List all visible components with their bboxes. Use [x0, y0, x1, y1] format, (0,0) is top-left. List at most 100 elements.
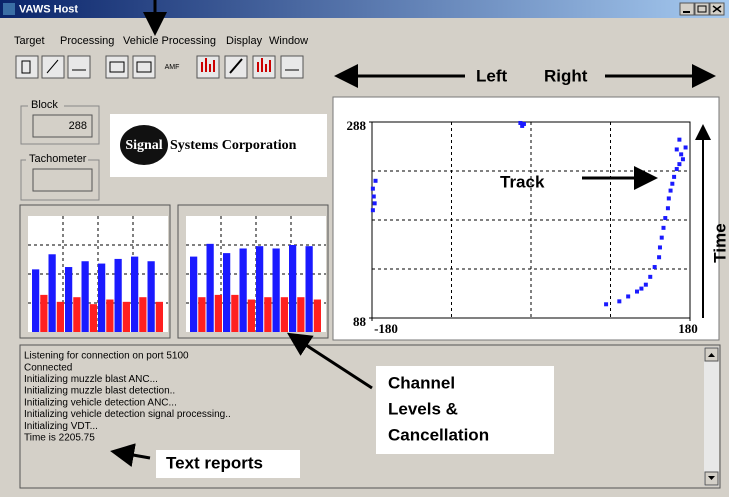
track-point: [639, 286, 644, 291]
annotation-channels: Channel: [388, 373, 455, 392]
track-point: [661, 225, 666, 230]
toolbar: AMF: [15, 55, 304, 79]
tachometer-field: [32, 168, 93, 192]
cancellation-bar: [297, 297, 305, 332]
track-point: [370, 208, 375, 213]
cancellation-bar: [214, 294, 222, 332]
annotation-text-reports: Text reports: [166, 453, 263, 472]
log-line: Initializing vehicle detection signal pr…: [24, 409, 231, 420]
tool-button[interactable]: [132, 55, 156, 79]
track-point: [668, 188, 673, 193]
level-bar: [223, 253, 231, 332]
level-bar: [147, 261, 155, 332]
x-tick-label: -180: [374, 321, 398, 336]
annotation-channels: Levels &: [388, 399, 458, 418]
y-tick-label: 288: [347, 118, 367, 133]
log-line: Listening for connection on port 5100: [24, 351, 189, 362]
level-bar: [131, 256, 139, 332]
app-icon: [3, 3, 15, 15]
tool-button[interactable]: [196, 55, 220, 79]
track-point: [677, 137, 682, 142]
cancellation-bar: [89, 304, 97, 332]
track-point: [680, 157, 685, 162]
cancellation-bar: [40, 294, 48, 332]
log-line: Connected: [24, 362, 72, 373]
track-point: [518, 120, 523, 125]
track-point: [674, 147, 679, 152]
tool-button[interactable]: [15, 55, 39, 79]
level-bar: [48, 254, 56, 332]
track-point: [679, 152, 684, 157]
cancellation-bar: [106, 299, 114, 332]
cancellation-bar: [198, 297, 206, 332]
window-buttons[interactable]: [679, 2, 725, 16]
track-point: [665, 206, 670, 211]
logo-badge: [120, 125, 168, 165]
track-point: [370, 186, 375, 191]
log-line: Initializing vehicle detection ANC...: [24, 397, 177, 408]
level-bar: [256, 246, 264, 332]
level-bar: [81, 261, 89, 332]
track-point: [626, 294, 631, 299]
log-text: Listening for connection on port 5100Con…: [24, 351, 231, 444]
cancellation-bar: [122, 301, 130, 332]
track-point: [648, 274, 653, 279]
track-point: [617, 299, 622, 304]
level-bar: [32, 269, 40, 332]
track-point: [373, 178, 378, 183]
menu-item[interactable]: Display: [226, 35, 263, 47]
menu-item[interactable]: Vehicle Processing: [123, 35, 216, 47]
scrollbar[interactable]: [704, 347, 719, 486]
cancellation-bar: [247, 299, 255, 332]
logo-text: Systems Corporation: [170, 138, 297, 153]
tachometer-label: Tachometer: [29, 153, 87, 165]
annotation-track: Track: [500, 172, 545, 191]
tool-button[interactable]: [67, 55, 91, 79]
track-point: [657, 255, 662, 260]
cancellation-bar: [280, 297, 288, 332]
log-line: Initializing muzzle blast ANC...: [24, 374, 158, 385]
block-value: 288: [69, 120, 87, 132]
channel-levels: [19, 204, 329, 339]
track-point: [663, 216, 668, 221]
log-line: Time is 2205.75: [24, 433, 95, 444]
track-point: [521, 121, 526, 126]
track-point: [372, 201, 377, 206]
menu-item[interactable]: Processing: [60, 35, 114, 47]
menu-item[interactable]: Target: [14, 35, 45, 47]
y-tick-label: 88: [353, 314, 367, 329]
annotations: Left Right Track Time Channel Levels & C…: [110, 0, 729, 478]
menu-bar: Target Processing Vehicle Processing Displa…: [14, 35, 308, 47]
level-bar: [272, 248, 280, 332]
level-bar: [65, 267, 73, 332]
tool-button[interactable]: [105, 55, 129, 79]
tool-button[interactable]: [160, 56, 184, 78]
tool-label: AMF: [165, 64, 180, 71]
tool-button[interactable]: [280, 55, 304, 79]
tool-button[interactable]: [252, 55, 276, 79]
annotation-left: Left: [476, 66, 508, 85]
annotation-channels: Cancellation: [388, 425, 489, 444]
log-line: Initializing VDT...: [24, 421, 98, 432]
block-label: Block: [31, 99, 58, 111]
minimize-button[interactable]: [679, 2, 695, 16]
track-point: [677, 162, 682, 167]
annotation-time: Time: [710, 223, 729, 262]
annotation-box: [156, 450, 300, 478]
track-point: [657, 245, 662, 250]
maximize-button[interactable]: [694, 2, 710, 16]
cancellation-bar: [264, 297, 272, 332]
cancellation-bar: [56, 301, 64, 332]
tool-button[interactable]: [41, 55, 65, 79]
cancellation-bar: [313, 299, 321, 332]
level-bar: [98, 263, 106, 332]
cancellation-bar: [231, 294, 239, 332]
menu-item[interactable]: Window: [269, 35, 308, 47]
annotation-right: Right: [544, 66, 588, 85]
track-point: [666, 196, 671, 201]
cancellation-bar: [73, 297, 81, 332]
track-point: [659, 235, 664, 240]
level-bar: [114, 258, 122, 332]
x-tick-label: 180: [678, 321, 698, 336]
